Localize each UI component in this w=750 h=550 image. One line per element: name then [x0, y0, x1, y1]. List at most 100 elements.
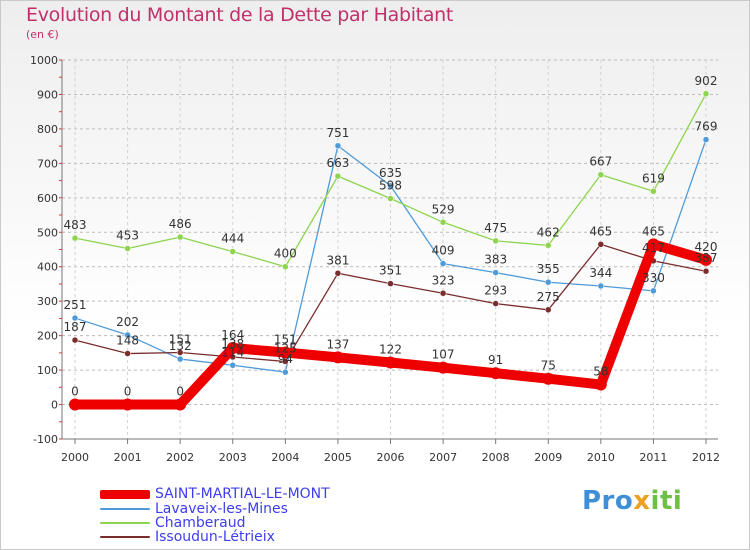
- data-label: 619: [642, 171, 665, 185]
- data-label: 75: [541, 359, 556, 373]
- data-point: [384, 356, 397, 369]
- data-point: [334, 270, 342, 277]
- x-tick-label: 2007: [429, 451, 457, 464]
- brand-part-1: Pro: [582, 486, 634, 516]
- data-label: 635: [379, 166, 402, 180]
- data-point: [545, 306, 552, 314]
- data-point: [71, 336, 79, 344]
- data-point: [226, 342, 239, 355]
- data-label: 148: [116, 334, 139, 348]
- data-label: 465: [589, 224, 612, 238]
- chart-title: Evolution du Montant de la Dette par Hab…: [26, 4, 454, 26]
- brand-part-2: x: [633, 486, 651, 516]
- data-point: [437, 361, 450, 374]
- data-point: [545, 278, 552, 286]
- data-label: 0: [176, 385, 184, 399]
- data-point: [124, 245, 131, 252]
- data-label: 529: [432, 202, 455, 216]
- data-label: 383: [484, 253, 507, 267]
- data-point: [702, 267, 710, 275]
- data-point: [594, 378, 607, 391]
- data-label: 137: [326, 337, 349, 351]
- data-label: 344: [589, 266, 612, 280]
- x-tick-label: 2012: [692, 451, 720, 464]
- data-label: 381: [326, 253, 349, 267]
- data-point: [69, 398, 81, 411]
- data-label: 187: [64, 320, 87, 334]
- data-label: 465: [642, 224, 665, 238]
- x-tick-label: 2006: [377, 451, 405, 464]
- data-point: [439, 260, 447, 267]
- y-tick-label: 800: [37, 123, 58, 136]
- y-tick-label: 600: [37, 192, 58, 205]
- legend-swatch: [100, 508, 150, 510]
- data-label: 417: [642, 241, 665, 255]
- x-tick-label: 2009: [534, 451, 562, 464]
- data-label: 151: [274, 333, 297, 347]
- data-point: [492, 269, 499, 276]
- data-point: [176, 233, 184, 241]
- data-label: 251: [64, 298, 87, 312]
- y-tick-label: 500: [37, 226, 58, 239]
- legend-label: Lavaveix-les-Mines: [155, 501, 288, 517]
- data-point: [176, 349, 184, 356]
- data-point: [650, 188, 657, 195]
- data-label: 667: [589, 155, 612, 169]
- legend-label: Chamberaud: [155, 515, 246, 531]
- x-tick-label: 2004: [271, 451, 299, 464]
- data-point: [279, 346, 292, 359]
- data-label: 483: [64, 218, 87, 232]
- data-label: 164: [221, 328, 244, 342]
- data-point: [334, 172, 342, 180]
- x-tick-label: 2008: [482, 451, 510, 464]
- data-point: [700, 253, 712, 266]
- data-label: 355: [537, 262, 560, 276]
- data-label: 475: [484, 221, 507, 235]
- data-label: 902: [695, 74, 718, 88]
- x-tick-label: 2001: [114, 451, 142, 464]
- chart-subtitle: (en €): [26, 28, 59, 41]
- data-point: [545, 242, 552, 249]
- x-tick-label: 2002: [166, 451, 194, 464]
- legend-label: SAINT-MARTIAL-LE-MONT: [155, 486, 330, 502]
- x-tick-label: 2011: [639, 451, 667, 464]
- data-label: 663: [326, 156, 349, 170]
- data-point: [282, 368, 289, 376]
- data-point: [229, 248, 236, 255]
- data-point: [387, 195, 394, 202]
- data-point: [492, 237, 499, 245]
- series-lines: [69, 90, 712, 411]
- data-label: 330: [642, 271, 665, 285]
- data-label: 202: [116, 315, 139, 329]
- legend-label: Issoudun-Létrieix: [155, 529, 275, 545]
- data-point: [282, 263, 289, 270]
- data-label: 387: [695, 251, 718, 265]
- data-label: 122: [379, 343, 402, 357]
- data-point: [176, 355, 184, 363]
- data-point: [597, 241, 605, 248]
- data-label: 293: [484, 284, 507, 298]
- data-label: 138: [221, 337, 244, 351]
- data-point: [121, 398, 134, 411]
- data-point: [71, 314, 79, 322]
- x-tick-label: 2005: [324, 451, 352, 464]
- data-point: [124, 331, 131, 339]
- data-label: 151: [169, 333, 192, 347]
- data-point: [439, 290, 447, 297]
- data-label: 125: [274, 341, 297, 355]
- data-point: [542, 372, 555, 385]
- legend-swatch: [100, 536, 150, 538]
- data-point: [334, 142, 342, 150]
- y-tick-label: -100: [33, 433, 58, 446]
- y-tick-label: 300: [37, 295, 58, 308]
- data-label: 107: [432, 348, 455, 362]
- grid-lines: [62, 59, 718, 440]
- x-tick-label: 2003: [219, 451, 247, 464]
- data-label: 751: [326, 126, 349, 140]
- data-point: [647, 238, 660, 251]
- data-point: [331, 351, 344, 364]
- y-tick-label: 900: [37, 88, 58, 101]
- data-point: [124, 350, 131, 357]
